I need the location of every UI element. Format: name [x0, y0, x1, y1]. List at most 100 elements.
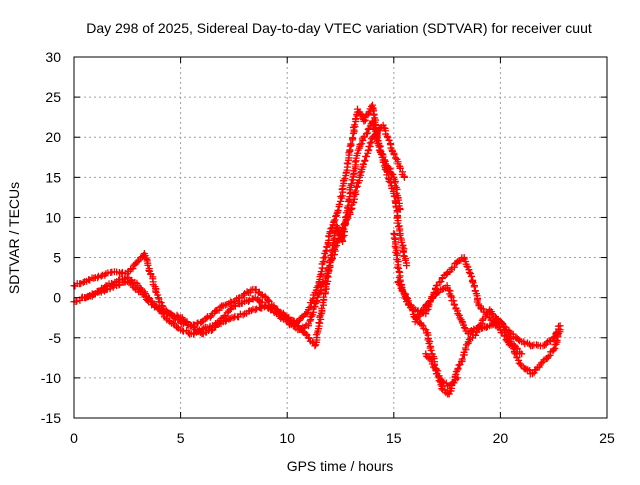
data-point	[550, 333, 558, 341]
y-tick-label: 25	[45, 89, 61, 105]
data-point	[438, 385, 446, 393]
data-point	[546, 351, 554, 359]
x-tick-label: 5	[177, 430, 185, 446]
x-axis-label: GPS time / hours	[287, 458, 394, 474]
data-point	[522, 365, 530, 373]
data-point	[390, 234, 398, 242]
data-point	[378, 150, 386, 158]
x-tick-label: 15	[386, 430, 402, 446]
y-tick-label: 0	[53, 290, 61, 306]
data-point	[417, 320, 425, 328]
data-point	[399, 243, 407, 251]
data-point	[404, 300, 412, 308]
data-point	[397, 284, 405, 292]
data-point	[129, 265, 137, 273]
data-point	[376, 146, 384, 154]
data-point	[343, 216, 351, 224]
data-point	[518, 350, 526, 358]
data-point	[392, 248, 400, 256]
data-point	[347, 140, 355, 148]
series-sat-track-A	[70, 101, 411, 330]
data-point	[351, 121, 359, 129]
data-point	[243, 288, 251, 296]
data-point	[334, 206, 342, 214]
data-point	[398, 286, 406, 294]
y-tick-label: 5	[53, 250, 61, 266]
data-point	[239, 311, 247, 319]
data-point	[179, 316, 187, 324]
data-point	[465, 268, 473, 276]
data-point	[221, 301, 229, 309]
x-tick-label: 25	[599, 430, 615, 446]
data-point	[331, 243, 339, 251]
data-point	[247, 307, 255, 315]
data-point	[152, 287, 159, 295]
data-point	[311, 342, 319, 350]
series-sat-track-D	[390, 229, 564, 378]
data-point	[97, 272, 105, 280]
data-point	[422, 300, 430, 308]
data-point	[320, 293, 328, 301]
data-point	[207, 327, 215, 335]
y-axis-label: SDTVAR / TECUs	[6, 182, 22, 294]
data-point	[460, 324, 468, 332]
data-point	[468, 272, 476, 280]
data-point	[166, 318, 174, 326]
data-point	[390, 151, 398, 159]
data-point	[154, 305, 162, 313]
data-point	[357, 110, 365, 118]
data-point	[321, 253, 329, 261]
data-point	[437, 278, 445, 286]
data-point	[438, 285, 446, 293]
data-point	[366, 139, 374, 147]
data-point	[240, 291, 248, 299]
data-point	[302, 310, 310, 318]
data-point	[333, 223, 341, 231]
data-layer	[70, 101, 564, 398]
y-tick-label: 30	[45, 49, 61, 65]
series-sat-track-F	[411, 282, 526, 358]
data-point	[556, 322, 564, 330]
data-point	[394, 263, 402, 271]
data-point	[394, 196, 402, 204]
data-point	[318, 304, 326, 312]
data-point	[458, 355, 466, 363]
series-sat-track-G	[422, 350, 462, 390]
data-point	[454, 374, 462, 382]
data-point	[306, 317, 314, 325]
data-point	[427, 346, 435, 354]
data-point	[193, 319, 201, 327]
series-sat-track-E	[394, 278, 564, 398]
data-point	[356, 169, 364, 177]
data-point	[396, 205, 404, 213]
data-point	[123, 278, 131, 286]
data-point	[282, 316, 290, 324]
data-point	[338, 185, 346, 193]
data-point	[364, 111, 372, 119]
data-point	[134, 258, 142, 266]
data-point	[403, 262, 411, 270]
data-point	[470, 283, 478, 291]
data-point	[144, 261, 152, 269]
data-point	[462, 344, 470, 352]
data-point	[386, 165, 394, 173]
data-point	[362, 152, 370, 160]
data-point	[317, 268, 325, 276]
data-point	[477, 321, 485, 329]
data-point	[349, 134, 357, 142]
data-point	[424, 336, 432, 344]
data-point	[482, 310, 490, 318]
data-point	[550, 346, 558, 354]
data-point	[79, 278, 87, 286]
data-point	[261, 292, 269, 300]
tick-layer: 0 5 10 15 20 25 -15 -10 -5 0 5 10 15 20 25 30	[41, 49, 615, 446]
data-point	[450, 263, 458, 271]
y-tick-label: -15	[41, 410, 61, 426]
data-point	[454, 258, 462, 266]
data-point	[488, 310, 496, 318]
data-point	[544, 353, 552, 361]
data-point	[252, 305, 260, 313]
data-point	[350, 198, 358, 206]
data-point	[206, 313, 214, 321]
